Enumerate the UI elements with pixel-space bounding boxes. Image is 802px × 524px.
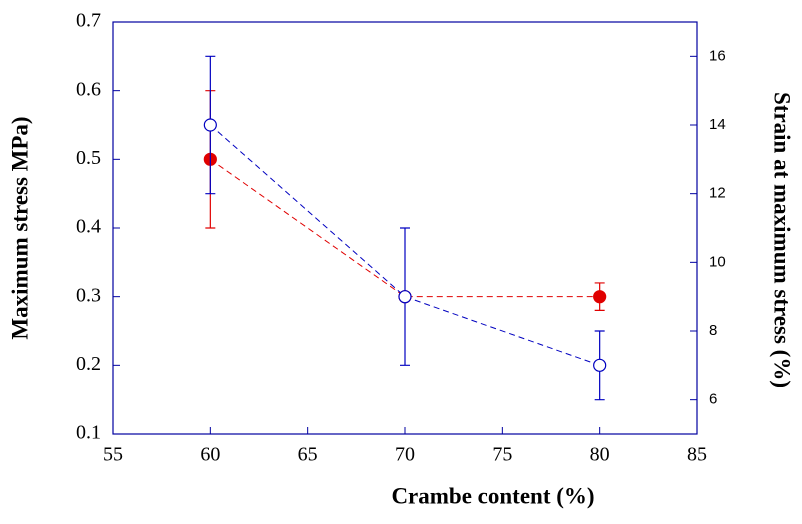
x-tick-label: 70 (395, 444, 415, 466)
y2-axis-label: Strain at maximum stress (%) (770, 92, 795, 388)
x-tick-label: 55 (103, 444, 123, 466)
y-tick-label: 0.3 (76, 284, 101, 306)
y2-tick-label: 16 (709, 47, 726, 64)
y-tick-label: 0.5 (76, 147, 101, 169)
y2-tick-label: 8 (709, 322, 717, 339)
y-tick-label: 0.6 (76, 78, 101, 100)
y2-tick-label: 14 (709, 116, 726, 133)
x-tick-label: 85 (687, 444, 707, 466)
x-tick-label: 65 (298, 444, 318, 466)
y2-tick-label: 10 (709, 253, 726, 270)
x-tick-label: 80 (590, 444, 610, 466)
y-tick-label: 0.7 (76, 10, 101, 32)
y-tick-label: 0.4 (76, 216, 101, 238)
data-point (398, 290, 412, 304)
y-axis-label: Maximum stress MPa) (7, 116, 32, 339)
data-point (593, 358, 607, 372)
y2-tick-label: 6 (709, 391, 717, 408)
data-point (203, 118, 217, 132)
x-tick-label: 60 (200, 444, 220, 466)
x-tick-label: 75 (492, 444, 512, 466)
y2-tick-label: 12 (709, 185, 726, 202)
y-tick-label: 0.1 (76, 422, 101, 444)
y-tick-label: 0.2 (76, 353, 101, 375)
data-point (593, 290, 607, 304)
x-axis-label: Crambe content (%) (391, 483, 594, 508)
